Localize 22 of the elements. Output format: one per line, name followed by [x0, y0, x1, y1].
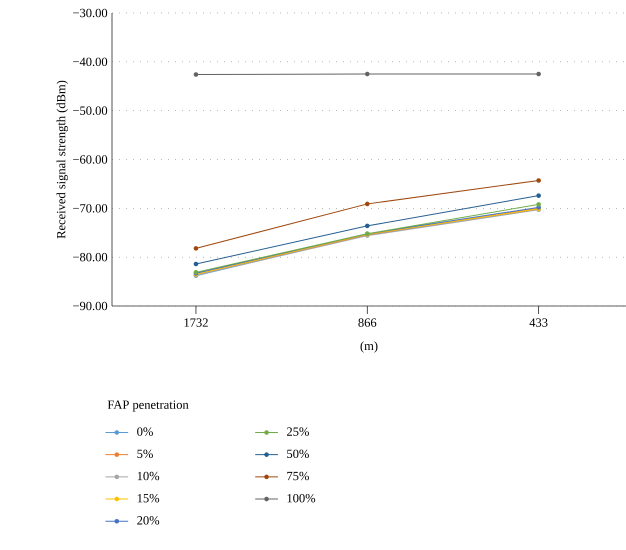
y-tick-label: −90.00 — [73, 302, 108, 310]
legend-label: 50% — [287, 450, 309, 458]
legend-label: 75% — [287, 472, 309, 480]
x-tick-label: 433 — [530, 318, 548, 327]
y-tick-label: −30.00 — [73, 8, 108, 18]
legend-title: FAP penetration — [108, 400, 189, 412]
x-axis-title: (m) — [360, 341, 378, 353]
y-axis-title: Received signal strength (dBm) — [56, 80, 68, 238]
y-tick-label: −50.00 — [73, 106, 108, 115]
x-tick-label: 866 — [358, 318, 376, 327]
legend-label: 0% — [137, 427, 153, 436]
legend-label: 20% — [137, 516, 160, 525]
legend-label: 10% — [138, 472, 160, 480]
y-tick-label: −60.00 — [73, 155, 108, 164]
y-tick-label: −70.00 — [73, 204, 108, 213]
legend-label: 5% — [137, 450, 153, 458]
legend-label: 100% — [288, 494, 316, 502]
legend-label: 25% — [286, 427, 309, 436]
x-tick-label: 1732 — [184, 318, 208, 327]
y-tick-label: −80.00 — [73, 252, 108, 262]
y-tick-label: −40.00 — [73, 58, 108, 66]
legend-label: 15% — [138, 494, 160, 502]
